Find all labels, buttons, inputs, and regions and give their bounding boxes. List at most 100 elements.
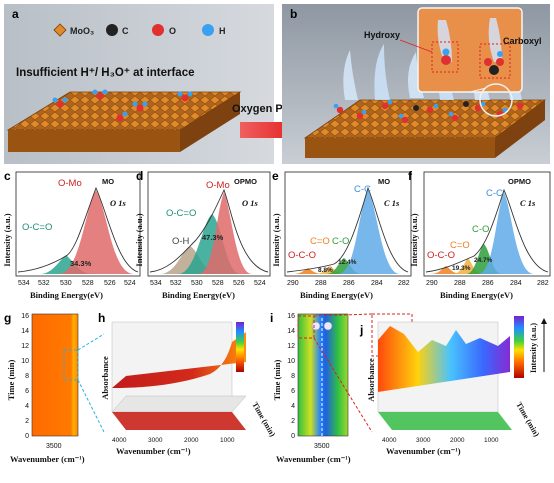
tag-e: MO: [378, 177, 390, 186]
peak-oco-f: [430, 266, 462, 274]
floor-h: [111, 395, 247, 413]
legend-c: C: [106, 24, 129, 36]
label-omo-c: O-Mo: [58, 178, 82, 189]
svg-text:528: 528: [212, 280, 224, 287]
panel-letter-j: j: [359, 323, 363, 337]
panel-e: e Intensity (a.u.) C-C C-O C=O O-C-O 8.8…: [271, 169, 412, 300]
marker-dot-2-i: [323, 321, 333, 331]
panel-letter-g: g: [4, 311, 11, 325]
pct2-e: 12.4%: [338, 259, 357, 266]
label-co-e: C-O: [332, 236, 349, 247]
panel-g: g Time (min) 16 14 12 10 8 6 4 2 0 3500 Wave…: [4, 311, 85, 464]
svg-text:282: 282: [537, 280, 549, 287]
xlabel-f: Binding Energy(eV): [440, 290, 513, 300]
surface-molecules-b: [333, 99, 524, 124]
surface-h: [112, 332, 246, 388]
svg-text:4: 4: [291, 403, 295, 410]
svg-text:282: 282: [398, 280, 410, 287]
panel-letter-c: c: [4, 169, 11, 183]
svg-text:532: 532: [170, 280, 182, 287]
time-axis-label-h: Time (min): [250, 401, 277, 439]
panel-h: h Absorbance 4000 3000 2000 1000 Wavenumbe…: [98, 311, 277, 456]
xtick-i: 3500: [314, 443, 330, 450]
pct1-f: 19.3%: [452, 265, 471, 272]
svg-text:8: 8: [25, 373, 29, 380]
pct2-f: 24.7%: [474, 257, 493, 264]
svg-text:3000: 3000: [416, 437, 431, 444]
svg-text:6: 6: [291, 388, 295, 395]
moo3-lattice-front-b: [305, 138, 495, 158]
moo3-lattice-side: [180, 92, 240, 152]
up-arrowhead-icon: [541, 318, 547, 324]
orbital-d: O 1s: [242, 198, 259, 208]
svg-text:14: 14: [287, 328, 295, 335]
tag-d: OPMO: [234, 177, 257, 186]
legend-o: O: [152, 24, 176, 36]
xlabel-g: Wavenumber (cm⁻¹): [10, 454, 85, 464]
label-cc-e: C-C: [354, 184, 371, 195]
fit-envelope-d: [149, 188, 269, 273]
svg-text:526: 526: [233, 280, 245, 287]
svg-text:534: 534: [150, 280, 162, 287]
surface-j: [378, 326, 510, 392]
svg-text:0: 0: [291, 433, 295, 440]
carboxyl-label: Carboxyl: [503, 36, 542, 46]
orbital-c: O 1s: [110, 198, 127, 208]
hydroxy-box: [431, 41, 459, 73]
xlabel-i: Wavenumber (cm⁻¹): [276, 454, 351, 464]
svg-text:0: 0: [25, 433, 29, 440]
panel-letter-a: a: [12, 7, 19, 21]
xticks-j: 4000 3000 2000 1000: [382, 437, 499, 444]
xlabel-c: Binding Energy(eV): [30, 290, 103, 300]
moo3-octahedron-icon: [53, 23, 67, 37]
panel-a-caption: Insufficient H⁺/ H₃O⁺ at interface: [16, 67, 195, 79]
panel-i: i Time (min) 16 14 12 10 8 6 4 2 0 3500 Wave…: [270, 311, 351, 464]
fit-envelope-e: [286, 186, 409, 273]
svg-text:530: 530: [191, 280, 203, 287]
svg-text:16: 16: [287, 313, 295, 320]
xtick-g: 3500: [46, 443, 62, 450]
svg-text:10: 10: [21, 358, 29, 365]
svg-text:290: 290: [426, 280, 438, 287]
ylabel-d: Intensity (a.u.): [134, 213, 144, 266]
panel-letter-e: e: [272, 169, 279, 183]
svg-text:532: 532: [38, 280, 50, 287]
colorbar-h: [236, 322, 244, 372]
label-cc-f: C-C: [486, 188, 503, 199]
svg-text:6: 6: [25, 388, 29, 395]
svg-text:14: 14: [21, 328, 29, 335]
svg-text:2000: 2000: [450, 437, 465, 444]
panel-letter-h: h: [98, 311, 105, 325]
yticks-g: 16 14 12 10 8 6 4 2 0: [21, 313, 29, 440]
svg-text:524: 524: [124, 280, 136, 287]
legend-h-label: H: [219, 26, 226, 36]
absorbance-label-h: Absorbance: [100, 356, 110, 400]
svg-text:12: 12: [21, 343, 29, 350]
svg-text:10: 10: [287, 358, 295, 365]
ylabel-i: Time (min): [272, 359, 282, 400]
label-ceo-f: C=O: [450, 240, 470, 251]
svg-text:4000: 4000: [382, 437, 397, 444]
svg-text:12: 12: [287, 343, 295, 350]
plot-frame-c: [15, 171, 141, 277]
xlabel-d: Binding Energy(eV): [162, 290, 235, 300]
panel-j: j Absorbance 4000 3000 2000 1000 Wavenumbe…: [359, 316, 547, 456]
zoom-inset: [417, 7, 523, 93]
svg-text:2000: 2000: [184, 437, 199, 444]
svg-text:524: 524: [254, 280, 266, 287]
tag-f: OPMO: [508, 177, 531, 186]
label-oh-d: O-H: [172, 236, 190, 247]
svg-text:16: 16: [21, 313, 29, 320]
legend-moo3: MoO₃: [53, 23, 94, 37]
legend-c-label: C: [122, 26, 129, 36]
panel-letter-d: d: [136, 169, 143, 183]
label-oco-d: O-C=O: [166, 208, 196, 219]
ylabel-g: Time (min): [6, 359, 16, 400]
colorbar-label-j: Intensity (a.u.): [529, 323, 538, 373]
svg-text:288: 288: [454, 280, 466, 287]
time-axis-label-j: Time (min): [514, 401, 541, 439]
fit-envelope-f: [425, 188, 549, 273]
ylabel-f: Intensity (a.u.): [409, 213, 419, 266]
magnifier-leader: [469, 87, 487, 93]
xlabel-e: Binding Energy(eV): [300, 290, 373, 300]
